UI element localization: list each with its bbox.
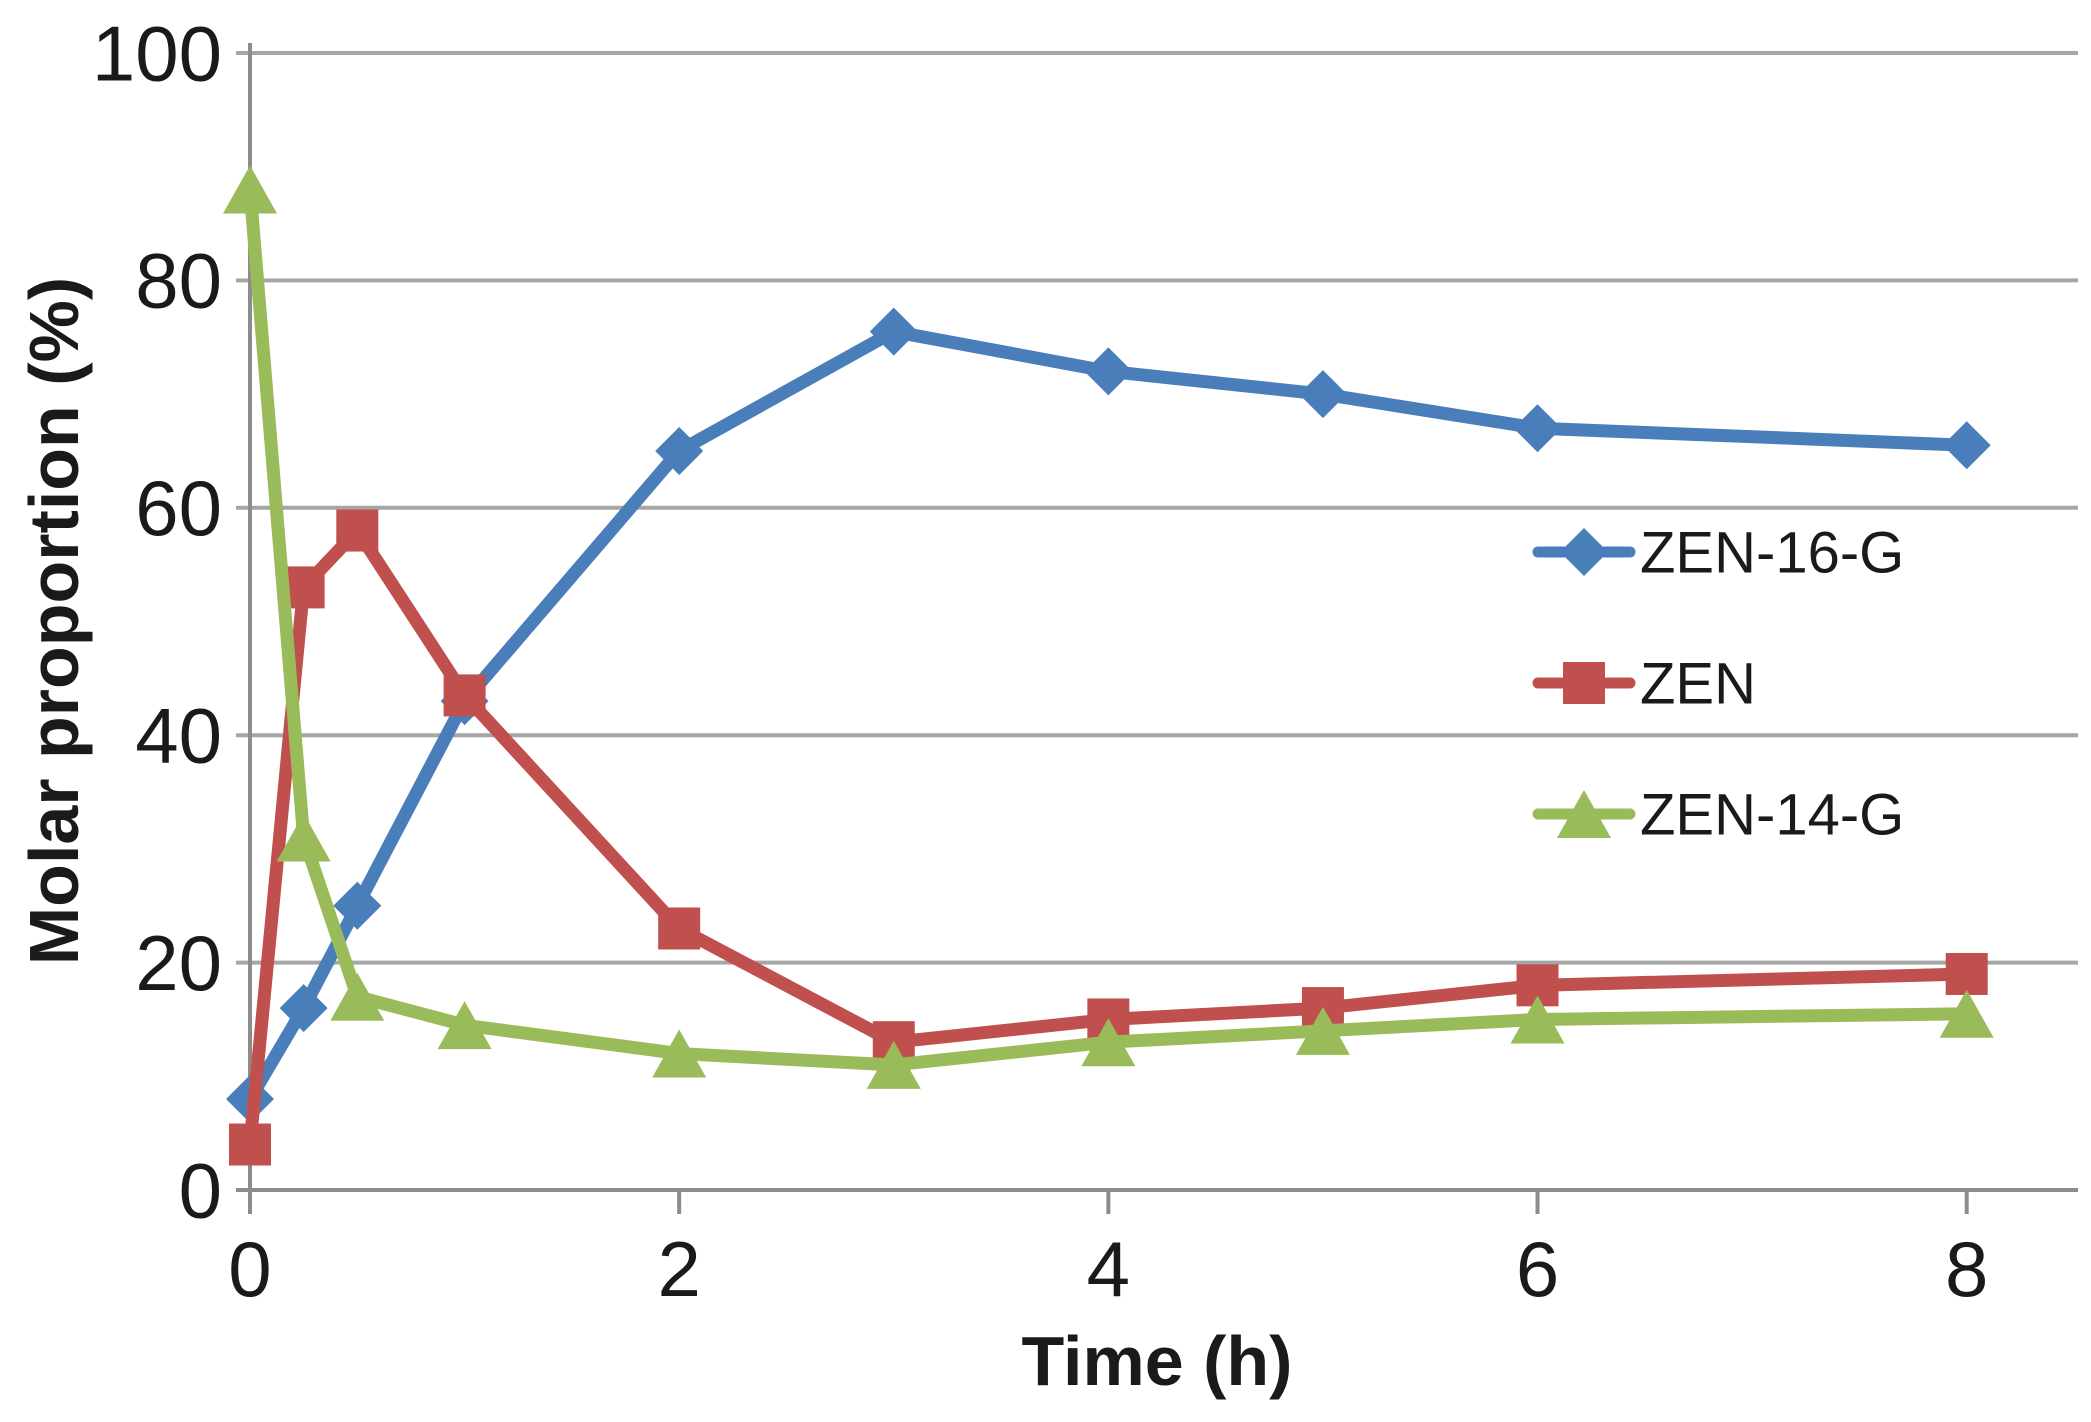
legend-marker-triangle-icon bbox=[1557, 790, 1611, 838]
x-tick-label-2: 2 bbox=[657, 1225, 700, 1313]
y-tick-label-0: 0 bbox=[179, 1146, 222, 1234]
y-axis-title: Molar proportion (%) bbox=[15, 277, 93, 965]
legend-marker-square-icon bbox=[1563, 662, 1605, 704]
marker-ZEN-14-G-t2 bbox=[652, 1029, 707, 1078]
legend: ZEN-16-G ZEN ZEN-14-G bbox=[1532, 520, 1904, 847]
x-tick-label-4: 4 bbox=[1087, 1225, 1130, 1313]
marker-ZEN-16-G-t3 bbox=[869, 307, 918, 356]
marker-ZEN-14-G-t0 bbox=[223, 165, 277, 214]
series-ZEN bbox=[229, 509, 1988, 1166]
legend-marker-diamond-icon bbox=[1560, 528, 1608, 576]
x-tick-label-6: 6 bbox=[1516, 1225, 1559, 1313]
marker-ZEN-t1 bbox=[443, 674, 486, 717]
legend-label-ZEN-14-G: ZEN-14-G bbox=[1640, 782, 1904, 847]
y-tick-label-40: 40 bbox=[135, 692, 222, 780]
legend-label-ZEN-16-G: ZEN-16-G bbox=[1640, 520, 1904, 585]
y-tick-label-60: 60 bbox=[135, 464, 222, 552]
marker-ZEN-14-G-t1 bbox=[437, 1001, 492, 1050]
marker-ZEN-14-G-t3 bbox=[866, 1040, 921, 1089]
line-ZEN-16-G bbox=[243, 325, 1974, 1106]
x-tick-label-8: 8 bbox=[1945, 1225, 1988, 1313]
y-tick-label-100: 100 bbox=[92, 9, 222, 97]
marker-ZEN-t8 bbox=[1945, 952, 1988, 995]
marker-ZEN-14-G-t0.25 bbox=[276, 813, 331, 862]
marker-ZEN-16-G-t4 bbox=[1084, 347, 1133, 396]
marker-ZEN-14-G-t5 bbox=[1295, 1006, 1350, 1055]
marker-ZEN-t0.5 bbox=[336, 509, 379, 552]
marker-ZEN-16-G-t5 bbox=[1298, 370, 1347, 419]
x-tick-label-0: 0 bbox=[228, 1225, 271, 1313]
legend-item-ZEN-14-G: ZEN-14-G bbox=[1532, 782, 1904, 847]
y-tick-label-80: 80 bbox=[135, 237, 222, 325]
marker-ZEN-16-G-t0.25 bbox=[279, 984, 328, 1033]
legend-label-ZEN: ZEN bbox=[1640, 651, 1756, 716]
marker-ZEN-16-G-t8 bbox=[1942, 421, 1991, 470]
x-axis-title: Time (h) bbox=[1022, 1322, 1293, 1400]
marker-ZEN-t2 bbox=[658, 907, 701, 950]
line-ZEN-14-G bbox=[243, 182, 1974, 1072]
series-ZEN-16-G bbox=[226, 307, 1991, 1124]
marker-ZEN-14-G-t0.5 bbox=[330, 972, 385, 1021]
marker-ZEN-14-G-t6 bbox=[1510, 995, 1565, 1044]
legend-item-ZEN-16-G: ZEN-16-G bbox=[1532, 520, 1904, 585]
legend-item-ZEN: ZEN bbox=[1532, 651, 1756, 716]
series-ZEN-14-G bbox=[223, 165, 1994, 1089]
line-ZEN bbox=[243, 524, 1974, 1152]
marker-ZEN-16-G-t2 bbox=[655, 426, 704, 475]
marker-ZEN-14-G-t8 bbox=[1939, 989, 1994, 1038]
tick-labels: 0 20 40 60 80 100 0 2 4 6 8 bbox=[92, 9, 1989, 1313]
marker-ZEN-t0 bbox=[229, 1123, 271, 1166]
data-series bbox=[223, 165, 1994, 1166]
marker-ZEN-14-G-t4 bbox=[1081, 1018, 1136, 1067]
y-tick-label-20: 20 bbox=[135, 919, 222, 1007]
marker-ZEN-16-G-t6 bbox=[1513, 404, 1562, 453]
marker-ZEN-16-G-t0.5 bbox=[333, 881, 382, 930]
